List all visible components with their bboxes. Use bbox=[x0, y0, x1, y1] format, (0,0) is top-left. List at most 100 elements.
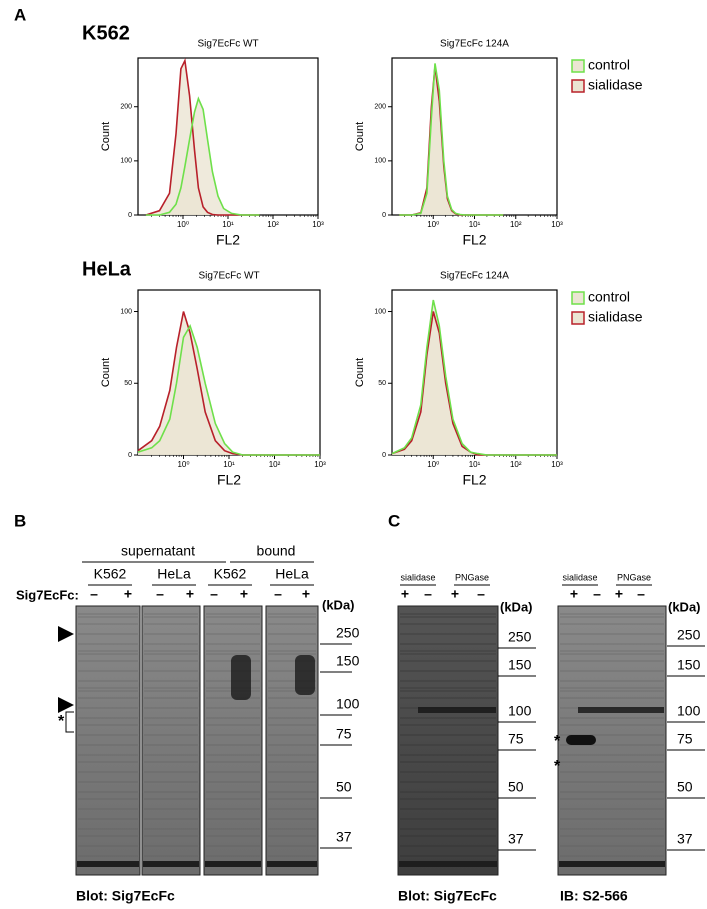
histogram-area bbox=[145, 98, 260, 215]
marker-label: 75 bbox=[508, 731, 524, 747]
lane-sign: – bbox=[424, 586, 432, 602]
histogram-area bbox=[138, 325, 320, 455]
blot bbox=[397, 605, 499, 876]
x-tick-label: 10² bbox=[510, 220, 522, 229]
blot-front bbox=[559, 861, 665, 867]
y-tick-label: 0 bbox=[128, 452, 132, 459]
lane-label: K562 bbox=[214, 566, 247, 582]
unit-label: (kDa) bbox=[668, 599, 701, 614]
blot-band bbox=[231, 655, 251, 700]
lane-sign: – bbox=[210, 586, 218, 602]
caption: Blot: Sig7EcFc bbox=[398, 888, 497, 904]
y-tick-label: 100 bbox=[374, 308, 386, 315]
lane-sign: – bbox=[274, 586, 282, 602]
marker-label: 50 bbox=[508, 779, 524, 795]
blot-band bbox=[295, 655, 315, 695]
caption: IB: S2-566 bbox=[560, 888, 628, 904]
cell-line: K562 bbox=[82, 22, 130, 44]
marker-label: 100 bbox=[508, 703, 532, 719]
x-tick-label: 10² bbox=[510, 460, 522, 469]
x-tick-label: 10² bbox=[269, 460, 281, 469]
legend-swatch bbox=[571, 59, 585, 73]
blot-front bbox=[399, 861, 497, 867]
chart-title: Sig7EcFc WT bbox=[198, 271, 259, 282]
lane-label: K562 bbox=[94, 566, 127, 582]
marker-label: 50 bbox=[336, 779, 352, 795]
asterisk: * bbox=[554, 733, 561, 750]
blot-front bbox=[77, 861, 139, 867]
legend-swatch bbox=[571, 311, 585, 325]
lane-sign: + bbox=[451, 586, 459, 602]
lane-sign: + bbox=[401, 586, 409, 602]
lane-sign: + bbox=[240, 586, 248, 602]
treatment-label: sialidase bbox=[400, 572, 435, 582]
y-tick-label: 100 bbox=[120, 308, 132, 315]
marker-label: 150 bbox=[677, 657, 701, 673]
histogram-line bbox=[391, 299, 557, 456]
x-tick-label: 10⁰ bbox=[427, 460, 439, 469]
y-tick-label: 100 bbox=[374, 158, 386, 165]
plot-frame bbox=[137, 57, 319, 216]
marker-label: 250 bbox=[677, 627, 701, 643]
marker-label: 75 bbox=[677, 731, 693, 747]
x-tick-label: 10¹ bbox=[469, 460, 481, 469]
marker-label: 37 bbox=[677, 831, 693, 847]
histogram-line bbox=[399, 63, 504, 216]
bracket bbox=[65, 711, 74, 733]
x-axis-label: FL2 bbox=[216, 232, 240, 248]
x-axis-label: FL2 bbox=[462, 232, 486, 248]
blot bbox=[141, 605, 201, 876]
x-tick-label: 10² bbox=[267, 220, 279, 229]
y-tick-label: 0 bbox=[382, 452, 386, 459]
marker-label: 150 bbox=[508, 657, 532, 673]
treatment-label: Sig7EcFc: bbox=[16, 587, 79, 602]
marker-label: 75 bbox=[336, 726, 352, 742]
y-tick-label: 200 bbox=[120, 104, 132, 111]
y-tick-label: 200 bbox=[374, 104, 386, 111]
plot-frame bbox=[391, 57, 558, 216]
blot-front bbox=[267, 861, 317, 867]
blot-band bbox=[418, 707, 496, 713]
x-tick-label: 10³ bbox=[551, 460, 563, 469]
marker-label: 250 bbox=[508, 629, 532, 645]
y-axis-label: Count bbox=[100, 122, 112, 151]
y-tick-label: 100 bbox=[120, 158, 132, 165]
x-axis-label: FL2 bbox=[217, 472, 241, 488]
panel-label: A bbox=[14, 5, 26, 24]
y-tick-label: 50 bbox=[378, 380, 386, 387]
marker-label: 250 bbox=[336, 625, 360, 641]
blot bbox=[203, 605, 263, 876]
chart-title: Sig7EcFc 124A bbox=[440, 271, 509, 282]
y-tick-label: 0 bbox=[128, 212, 132, 219]
legend-label: control bbox=[588, 289, 630, 305]
x-tick-label: 10¹ bbox=[469, 220, 481, 229]
y-axis-label: Count bbox=[100, 358, 112, 387]
chart-title: Sig7EcFc WT bbox=[197, 39, 258, 50]
lane-label: HeLa bbox=[275, 566, 309, 582]
x-tick-label: 10³ bbox=[551, 220, 563, 229]
histogram-line bbox=[137, 323, 320, 456]
chart-title: Sig7EcFc 124A bbox=[440, 39, 509, 50]
marker-label: 100 bbox=[677, 703, 701, 719]
lane-sign: + bbox=[186, 586, 194, 602]
y-axis-label: Count bbox=[354, 358, 366, 387]
treatment-label: PNGase bbox=[617, 572, 651, 582]
histogram-line bbox=[145, 57, 260, 216]
lane-sign: – bbox=[477, 586, 485, 602]
x-tick-label: 10³ bbox=[312, 220, 324, 229]
legend-label: sialidase bbox=[588, 77, 643, 93]
lane-sign: + bbox=[302, 586, 310, 602]
blot bbox=[265, 605, 319, 876]
blot-band bbox=[578, 707, 664, 713]
group-label: supernatant bbox=[121, 543, 195, 559]
x-axis-label: FL2 bbox=[462, 472, 486, 488]
marker-label: 100 bbox=[336, 696, 360, 712]
lane-sign: – bbox=[90, 586, 98, 602]
lane-sign: – bbox=[637, 586, 645, 602]
y-tick-label: 0 bbox=[382, 212, 386, 219]
histogram-line bbox=[145, 96, 260, 216]
caption: Blot: Sig7EcFc bbox=[76, 888, 175, 904]
group-label: bound bbox=[257, 543, 296, 559]
marker-label: 37 bbox=[336, 829, 352, 845]
treatment-label: sialidase bbox=[562, 572, 597, 582]
